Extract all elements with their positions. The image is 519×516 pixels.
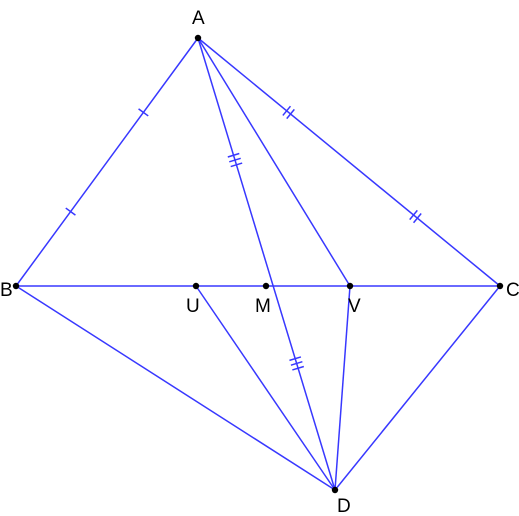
edge-BD bbox=[16, 286, 335, 490]
edge-AD bbox=[198, 38, 335, 490]
tick-AC bbox=[410, 210, 418, 219]
label-M: M bbox=[255, 296, 271, 317]
label-U: U bbox=[186, 296, 200, 317]
label-V: V bbox=[348, 296, 361, 317]
tick-AB bbox=[139, 109, 149, 116]
point-A bbox=[195, 35, 201, 41]
tick-AB bbox=[66, 208, 76, 215]
edge-AV bbox=[198, 38, 350, 286]
tick-AC bbox=[287, 109, 295, 118]
point-D bbox=[332, 487, 338, 493]
edge-AB bbox=[16, 38, 198, 286]
point-U bbox=[193, 283, 199, 289]
label-A: A bbox=[192, 8, 205, 29]
label-B: B bbox=[0, 280, 13, 301]
point-B bbox=[13, 283, 19, 289]
label-C: C bbox=[506, 280, 519, 301]
point-V bbox=[347, 283, 353, 289]
edge-AC bbox=[198, 38, 500, 286]
tick-AC bbox=[414, 214, 422, 223]
geometry-diagram: A B C D U M V bbox=[0, 0, 519, 516]
point-C bbox=[497, 283, 503, 289]
label-D: D bbox=[337, 496, 351, 516]
point-M bbox=[263, 283, 269, 289]
tick-AC bbox=[283, 106, 291, 115]
